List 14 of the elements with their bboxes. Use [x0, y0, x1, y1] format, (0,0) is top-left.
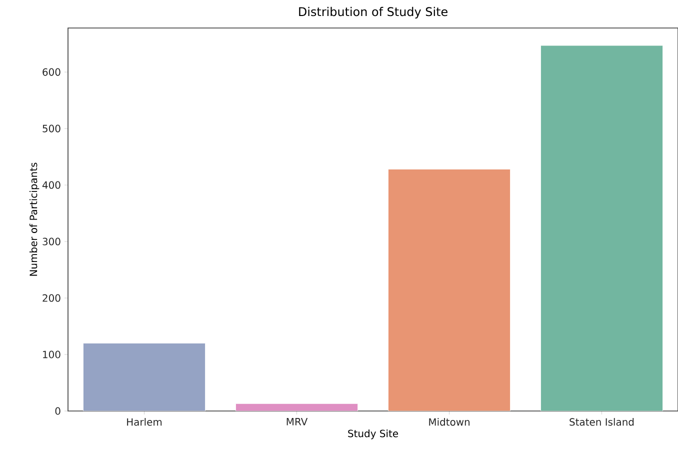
- x-axis-title: Study Site: [348, 430, 398, 440]
- y-tick-label: 500: [42, 124, 60, 132]
- y-tick-label: 100: [43, 350, 60, 358]
- y-tick-label: 300: [42, 238, 60, 246]
- x-tick-label: MRV: [286, 418, 308, 426]
- y-tick-label: 600: [42, 68, 60, 76]
- y-tick-label: 400: [42, 181, 60, 189]
- y-tick-label: 200: [42, 294, 60, 302]
- chart-title: Distribution of Study Site: [299, 6, 448, 18]
- x-tick-label: Harlem: [127, 418, 162, 426]
- x-tick-label: Staten Island: [570, 418, 634, 426]
- y-axis-title: Number of Participants: [29, 162, 40, 276]
- x-tick-label: Midtown: [429, 418, 470, 426]
- y-tick-label: 0: [55, 407, 60, 415]
